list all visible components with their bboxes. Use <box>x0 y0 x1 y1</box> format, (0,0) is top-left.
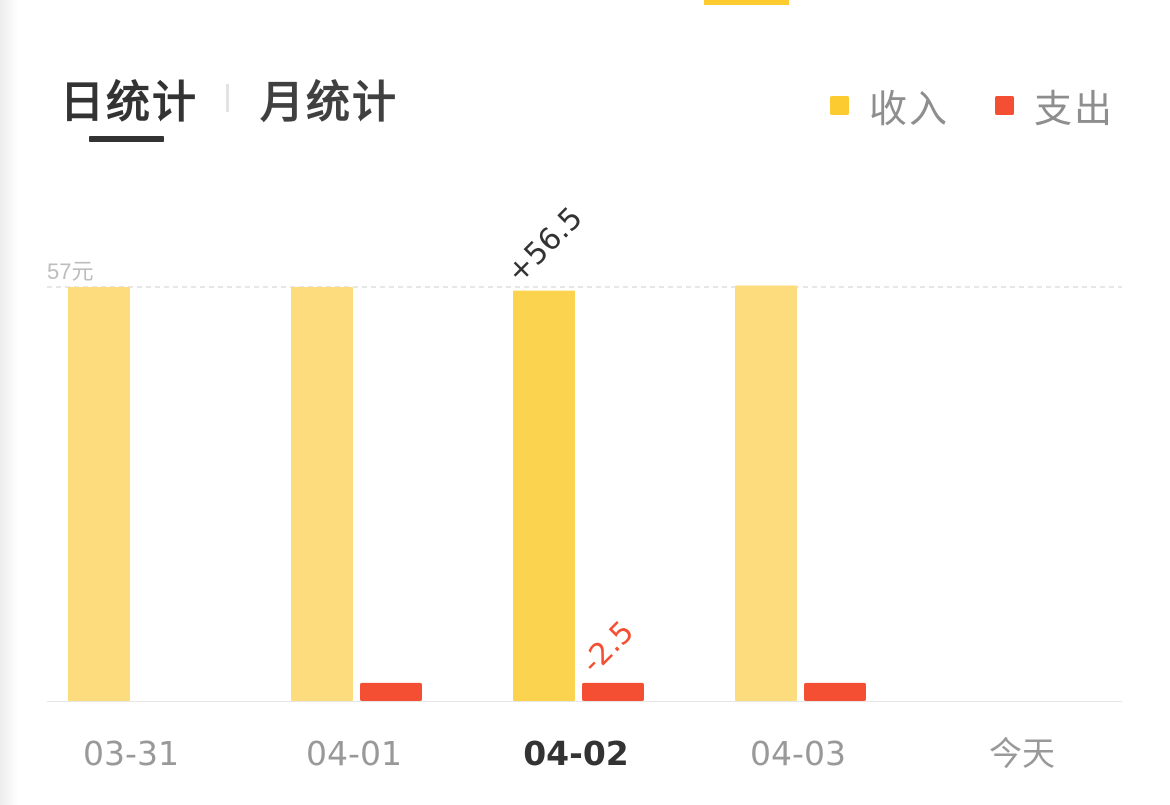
top-indicator-bar <box>704 0 789 5</box>
reference-line-label: 57元 <box>47 259 93 284</box>
left-edge-shadow <box>0 0 18 805</box>
tab-monthly-stats[interactable]: 月统计 <box>260 77 398 128</box>
income-bar-0 <box>68 287 130 701</box>
income-bar-1 <box>291 287 353 701</box>
legend-label-income: 收入 <box>869 87 950 131</box>
expense-bar-1 <box>360 682 422 701</box>
x-tick-label-0: 03-31 <box>83 734 179 773</box>
income-data-label: +56.5 <box>500 201 590 291</box>
income-bar-2 <box>513 290 575 701</box>
active-tab-underline <box>89 136 164 142</box>
legend-item-income: 收入 <box>830 78 949 133</box>
expense-bar-2 <box>582 682 644 701</box>
x-tick-label-2: 04-02 <box>523 734 629 773</box>
legend-item-expense: 支出 <box>995 78 1114 133</box>
expense-swatch <box>995 96 1014 115</box>
x-tick-label-3: 04-03 <box>750 734 846 773</box>
legend-label-expense: 支出 <box>1034 87 1115 131</box>
tab-daily-stats[interactable]: 日统计 <box>60 77 198 128</box>
income-bar-3 <box>735 285 797 701</box>
x-tick-label-4: 今天 <box>989 734 1055 773</box>
tab-divider <box>226 84 229 112</box>
expense-bar-3 <box>804 682 866 701</box>
expense-data-label: -2.5 <box>575 614 641 680</box>
income-swatch <box>830 96 849 115</box>
x-tick-label-1: 04-01 <box>306 734 402 773</box>
